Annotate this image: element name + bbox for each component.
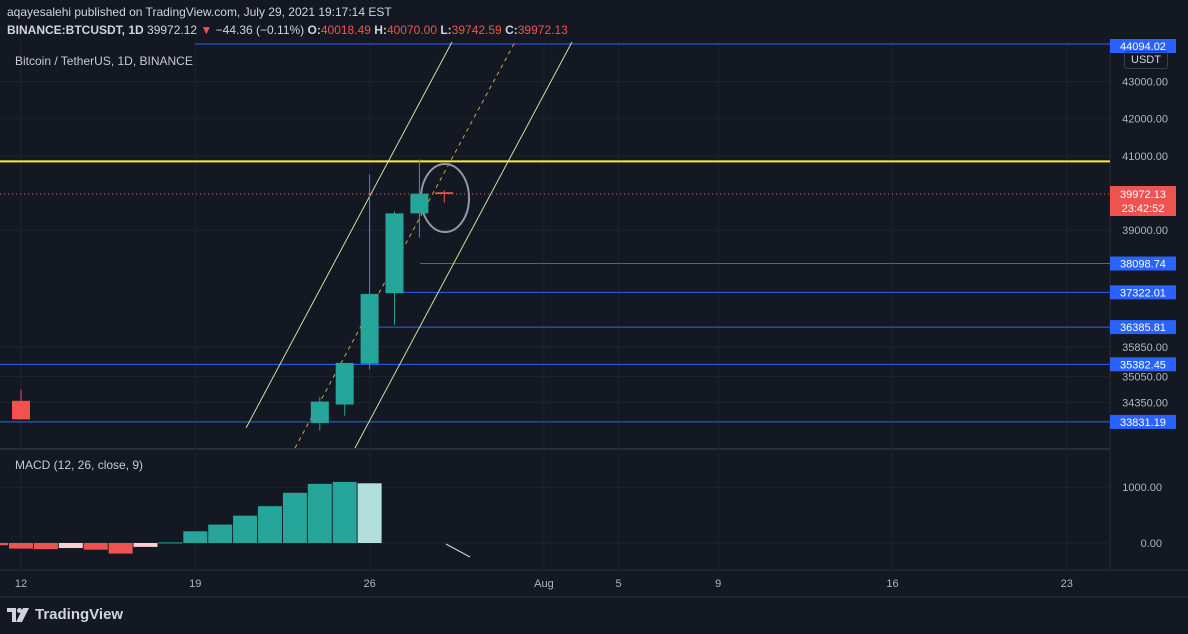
- axes: 12 19 26 Aug 5 9 16 23 43000.00 42000.00 41000.00 3…: [15, 77, 1168, 590]
- x-tick-label: 5: [616, 578, 622, 590]
- y-tick-label: 42000.00: [1122, 114, 1168, 126]
- high-label: H:: [374, 23, 387, 37]
- x-tick-label: 16: [886, 578, 898, 590]
- level-price-label: 35382.45: [1120, 359, 1166, 371]
- x-tick-label: 12: [15, 578, 27, 590]
- symbol-label: BINANCE:BTCUSDT, 1D: [7, 23, 144, 37]
- open-value: 40018.49: [320, 23, 371, 37]
- level-price-tag: [1110, 320, 1176, 335]
- publisher-text: aqayesalehi published on TradingView.com…: [7, 5, 392, 19]
- last-price-label: 39972.13: [1120, 189, 1166, 201]
- macd-bar: [83, 543, 108, 550]
- candle-body: [310, 401, 329, 424]
- macd-bar: [58, 543, 83, 549]
- tradingview-logo-icon: [7, 607, 29, 622]
- macd-tick-label: 0.00: [1141, 538, 1162, 550]
- x-tick-label: 9: [715, 578, 721, 590]
- candle-body: [360, 293, 379, 364]
- level-price-label: 33831.19: [1120, 417, 1166, 429]
- macd-bar: [133, 543, 158, 547]
- level-price-tag: [1110, 285, 1176, 300]
- x-tick-label: Aug: [534, 578, 554, 590]
- last-price: 39972.12: [147, 23, 198, 37]
- macd-bar: [183, 531, 208, 543]
- macd-bar: [332, 481, 357, 543]
- level-price-tag: [1110, 414, 1176, 429]
- y-tick-label: 39000.00: [1122, 225, 1168, 237]
- candlestick-series: [12, 159, 454, 431]
- open-label: O:: [307, 23, 321, 37]
- macd-bar: [233, 515, 258, 543]
- tradingview-logo[interactable]: TradingView: [7, 606, 123, 623]
- price-change: −44.36 (−0.11%): [215, 23, 305, 37]
- x-tick-label: 26: [363, 578, 375, 590]
- macd-bar: [208, 524, 233, 543]
- y-tick-label: 41000.00: [1122, 151, 1168, 163]
- channel-upper-line: [245, 41, 453, 429]
- x-tick-label: 23: [1061, 578, 1073, 590]
- countdown-label: 23:42:52: [1122, 203, 1165, 215]
- level-price-label: 36385.81: [1120, 322, 1166, 334]
- macd-bar: [0, 543, 9, 546]
- macd-tick-label: 1000.00: [1122, 482, 1162, 494]
- level-price-tag: [1110, 357, 1176, 372]
- down-arrow-icon: ▼: [200, 23, 213, 37]
- y-tick-label: 35050.00: [1122, 372, 1168, 384]
- horizontal-levels[interactable]: 44094.02 38098.74 37322.01 36385.81 35382.45…: [0, 39, 1176, 429]
- close-value: 39972.13: [517, 23, 568, 37]
- level-price-label: 44094.02: [1120, 41, 1166, 53]
- candle-body: [12, 400, 30, 420]
- candle-body: [435, 192, 454, 194]
- macd-bar: [9, 543, 33, 549]
- macd-bar: [33, 543, 58, 550]
- channel-mid-line: [294, 41, 516, 449]
- y-tick-label: 34350.00: [1122, 398, 1168, 410]
- close-label: C:: [505, 23, 518, 37]
- macd-bar: [108, 543, 133, 554]
- main-pane-title: Bitcoin / TetherUS, 1D, BINANCE: [15, 54, 193, 68]
- macd-pane-title: MACD (12, 26, close, 9): [15, 458, 144, 472]
- x-tick-label: 19: [189, 578, 201, 590]
- currency-badge[interactable]: USDT: [1124, 51, 1168, 69]
- last-price-tag: [1110, 186, 1176, 216]
- channel-lower-line: [354, 41, 573, 449]
- candle-body: [385, 213, 404, 294]
- grid: [0, 42, 1188, 598]
- level-price-tag: [1110, 256, 1176, 271]
- level-price-label: 37322.01: [1120, 287, 1166, 299]
- macd-bar: [282, 492, 307, 543]
- macd-bar: [357, 483, 382, 543]
- trend-channel[interactable]: [245, 41, 573, 558]
- ohlc-line: BINANCE:BTCUSDT, 1D 39972.12 ▼ −44.36 (−…: [7, 23, 568, 37]
- low-value: 39742.59: [451, 23, 502, 37]
- macd-trend-line: [445, 543, 471, 558]
- macd-bar: [307, 483, 332, 543]
- y-tick-label: 35850.00: [1122, 342, 1168, 354]
- high-value: 40070.00: [386, 23, 437, 37]
- macd-histogram: [0, 481, 382, 554]
- low-label: L:: [440, 23, 452, 37]
- candle-body: [335, 362, 354, 405]
- level-price-tag: [1110, 39, 1176, 53]
- y-tick-label: 43000.00: [1122, 77, 1168, 89]
- level-price-label: 38098.74: [1120, 259, 1166, 271]
- macd-bar: [258, 506, 282, 543]
- footer-brand: TradingView: [35, 606, 124, 623]
- publisher-line: aqayesalehi published on TradingView.com…: [7, 5, 392, 19]
- macd-bar: [158, 542, 183, 544]
- candle-body: [410, 193, 429, 214]
